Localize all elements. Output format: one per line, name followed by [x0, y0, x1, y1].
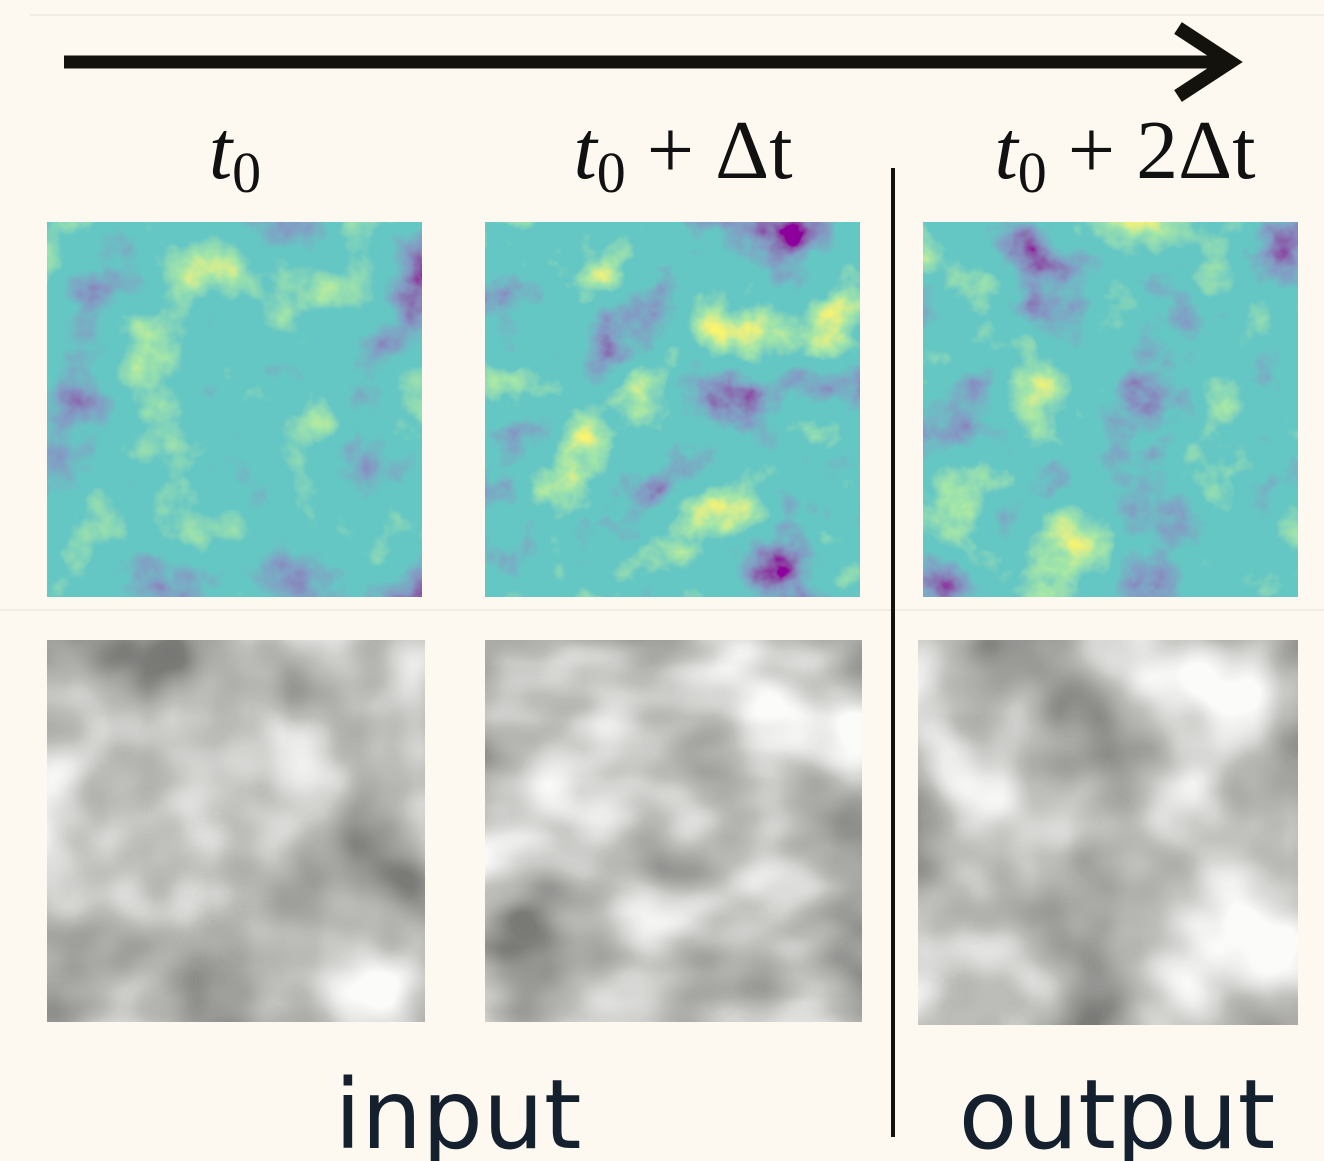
time-label: t0 + 2Δt [994, 104, 1255, 205]
time-sub: 0 [232, 140, 261, 205]
time-var: t [994, 104, 1020, 197]
time-var: t [209, 104, 235, 197]
field-image [47, 222, 422, 597]
vector-image [47, 640, 425, 1022]
time-label: t0 [209, 104, 261, 205]
time-sub: 0 [597, 140, 626, 205]
figure: t0 t0 + Δt t0 + 2Δt input output [0, 0, 1324, 1161]
vector-image [918, 640, 1298, 1025]
time-suffix: + 2Δt [1047, 104, 1256, 197]
field-image [485, 222, 860, 597]
time-sub: 0 [1018, 140, 1047, 205]
time-var: t [573, 104, 599, 197]
group-label: input [335, 1059, 582, 1161]
time-label: t0 + Δt [573, 104, 792, 205]
time-arrow [64, 28, 1230, 96]
field-image [923, 222, 1298, 597]
vector-image [485, 640, 862, 1022]
group-label: output [959, 1059, 1276, 1161]
time-suffix: + Δt [626, 104, 793, 197]
